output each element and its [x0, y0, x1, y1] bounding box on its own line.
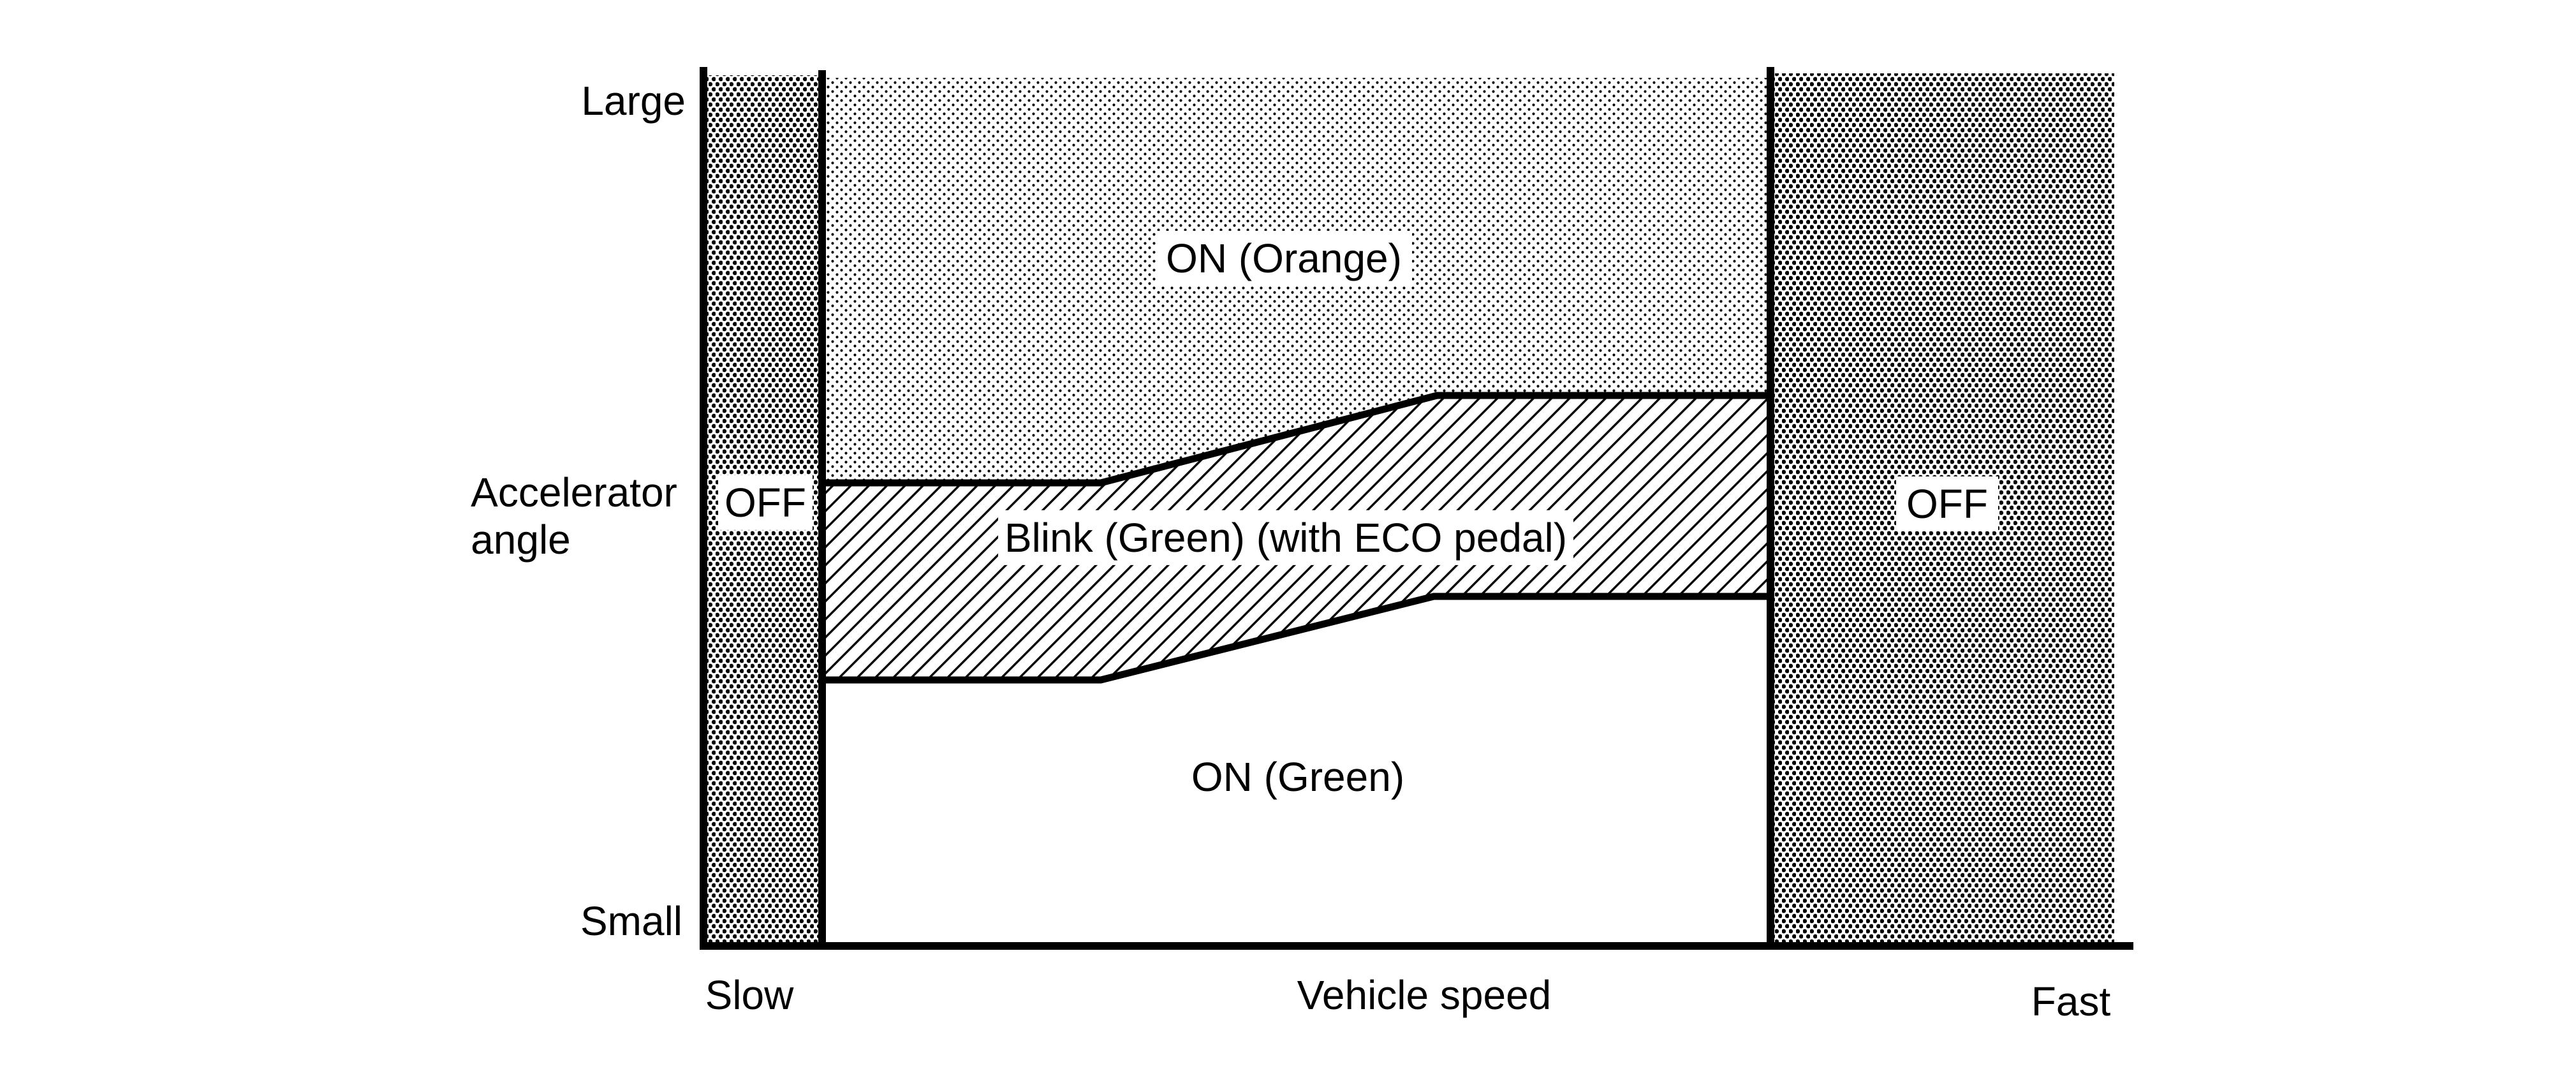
y-axis-title: Accelerator angle [471, 469, 677, 563]
right-band-boundary-line [1767, 67, 1774, 942]
y-axis-bottom-tick-label: Small [580, 897, 682, 944]
blink-band-bottom-edge [822, 593, 1770, 684]
x-axis-title: Vehicle speed [1297, 971, 1552, 1018]
blink-band-top-edge [822, 392, 1770, 487]
left-band-boundary-line [818, 70, 826, 942]
x-axis-left-tick-label: Slow [705, 971, 794, 1018]
blink-green-label: Blink (Green) (with ECO pedal) [997, 510, 1574, 566]
on-orange-label: ON (Orange) [1156, 230, 1412, 286]
x-axis-line [700, 942, 2133, 950]
left-off-label: OFF [718, 475, 813, 531]
y-axis-top-tick-label: Large [581, 77, 686, 124]
on-green-label: ON (Green) [1191, 753, 1405, 800]
right-off-label: OFF [1896, 476, 1998, 532]
y-axis-line [700, 67, 707, 950]
x-axis-right-tick-label: Fast [2031, 978, 2111, 1024]
